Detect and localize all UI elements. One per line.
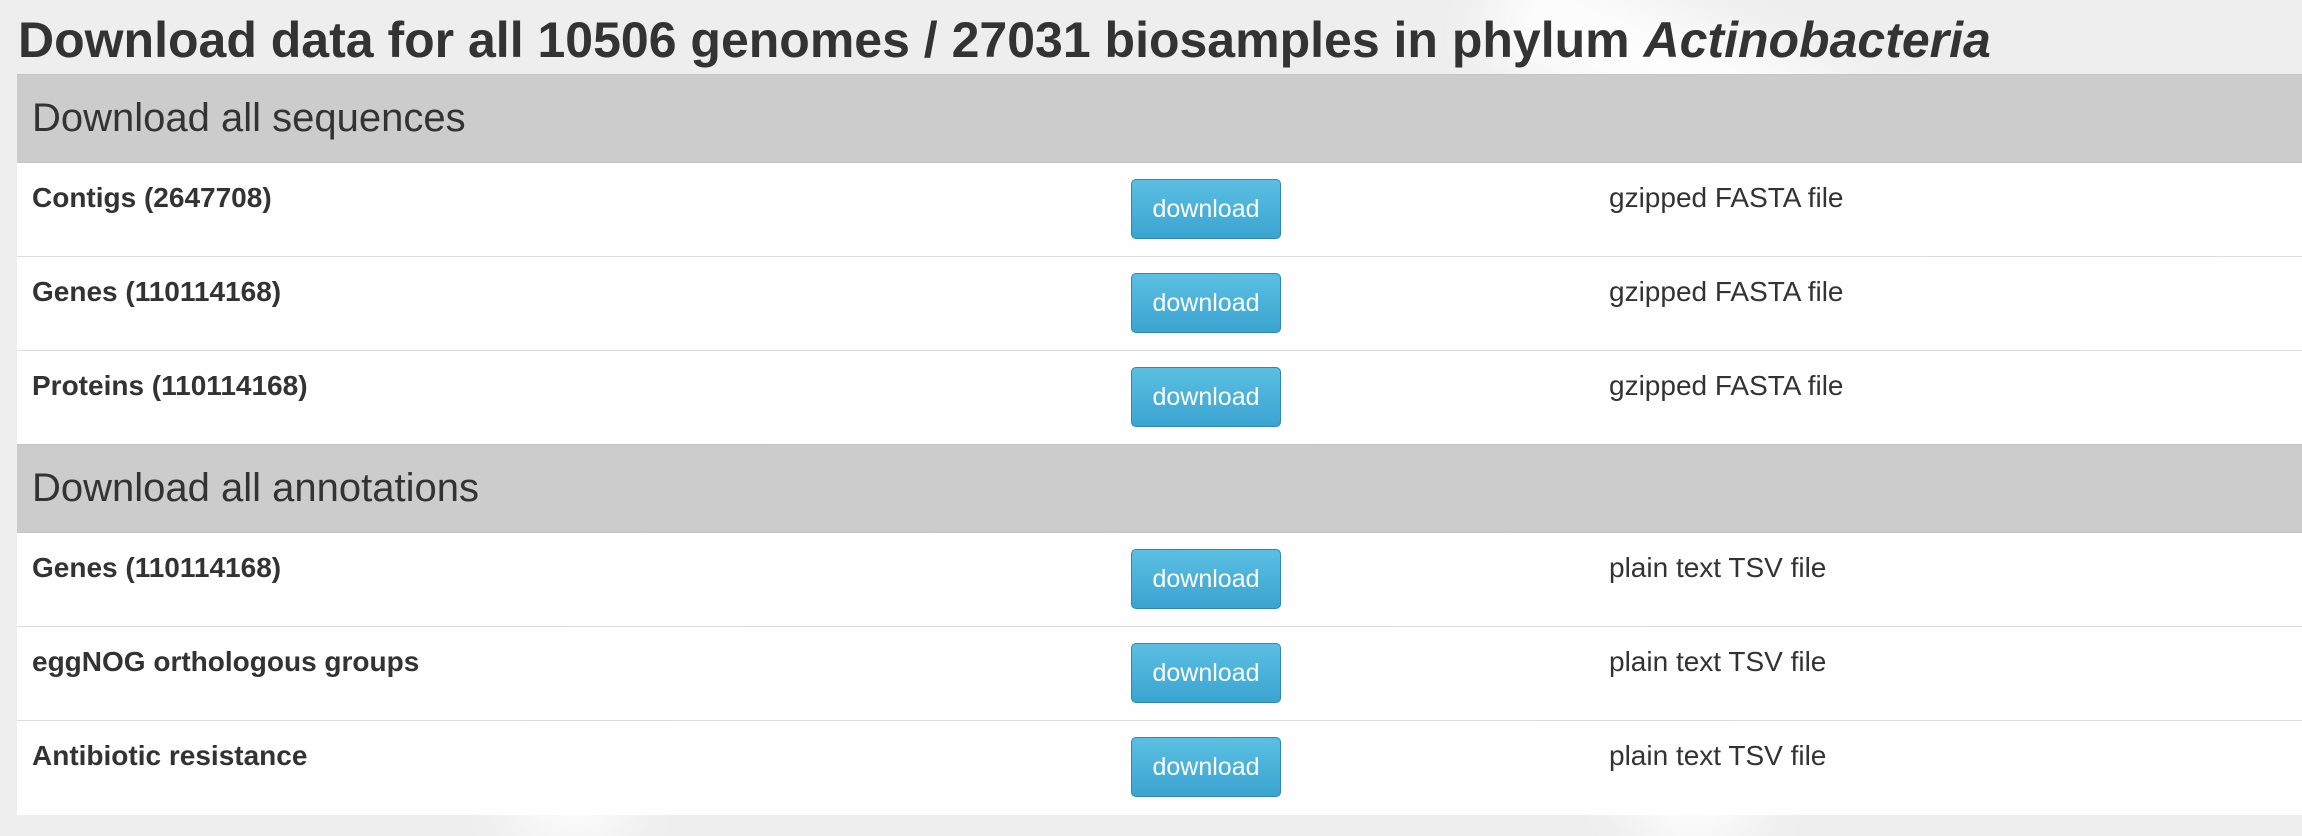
download-proteins-button[interactable]: download (1131, 367, 1281, 427)
button-cell: download (1131, 532, 1609, 627)
file-format: gzipped FASTA file (1609, 256, 2302, 351)
row-label: Genes (110114168) (17, 256, 1131, 351)
row-label: eggNOG orthologous groups (17, 626, 1131, 721)
download-genes-tsv-button[interactable]: download (1131, 549, 1281, 609)
row-label: Antibiotic resistance (17, 720, 1131, 815)
row-label: Genes (110114168) (17, 532, 1131, 627)
taxon-name: Actinobacteria (1643, 12, 1991, 68)
page-title: Download data for all 10506 genomes / 27… (17, 0, 2302, 74)
download-row-antibiotic-resistance: Antibiotic resistance download plain tex… (17, 720, 2302, 815)
button-cell: download (1131, 350, 1609, 445)
file-format: plain text TSV file (1609, 720, 2302, 815)
download-antibiotic-resistance-button[interactable]: download (1131, 737, 1281, 797)
page-content: Download data for all 10506 genomes / 27… (17, 0, 2302, 815)
download-genes-fasta-button[interactable]: download (1131, 273, 1281, 333)
download-row-genes-sequences: Genes (110114168) download gzipped FASTA… (17, 256, 2302, 351)
file-format: plain text TSV file (1609, 626, 2302, 721)
button-cell: download (1131, 162, 1609, 257)
button-cell: download (1131, 720, 1609, 815)
download-table: Download all sequences Contigs (2647708)… (17, 74, 2302, 815)
download-contigs-button[interactable]: download (1131, 179, 1281, 239)
download-eggnog-button[interactable]: download (1131, 643, 1281, 703)
section-title: Download all sequences (17, 74, 2302, 163)
section-title: Download all annotations (17, 444, 2302, 533)
download-row-eggnog: eggNOG orthologous groups download plain… (17, 626, 2302, 721)
page-title-text: Download data for all 10506 genomes / 27… (18, 12, 1644, 68)
button-cell: download (1131, 256, 1609, 351)
download-row-genes-annotations: Genes (110114168) download plain text TS… (17, 532, 2302, 627)
file-format: plain text TSV file (1609, 532, 2302, 627)
button-cell: download (1131, 626, 1609, 721)
row-label: Proteins (110114168) (17, 350, 1131, 445)
section-header-annotations: Download all annotations (17, 444, 2302, 533)
download-row-contigs: Contigs (2647708) download gzipped FASTA… (17, 162, 2302, 257)
file-format: gzipped FASTA file (1609, 350, 2302, 445)
file-format: gzipped FASTA file (1609, 162, 2302, 257)
section-header-sequences: Download all sequences (17, 74, 2302, 163)
download-row-proteins: Proteins (110114168) download gzipped FA… (17, 350, 2302, 445)
row-label: Contigs (2647708) (17, 162, 1131, 257)
